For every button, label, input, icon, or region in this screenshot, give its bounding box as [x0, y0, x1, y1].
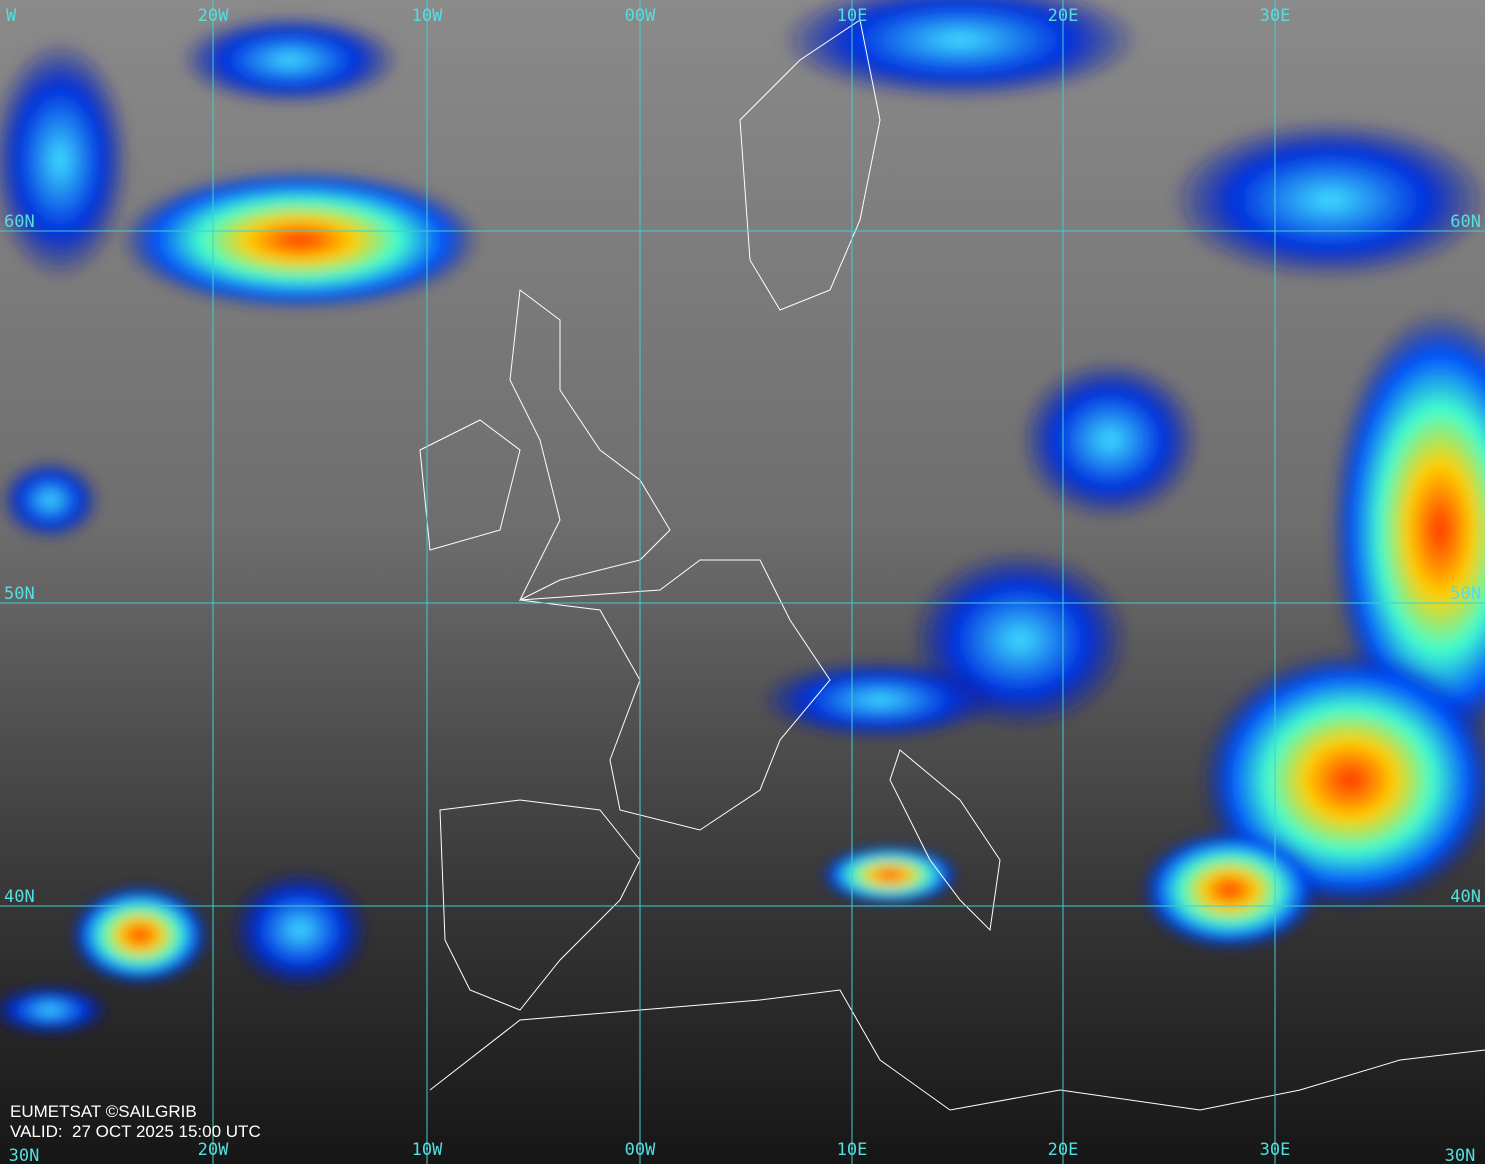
longitude-label: 10W [412, 6, 443, 26]
credit-source: EUMETSAT ©SAILGRIB [10, 1102, 197, 1121]
latitude-label: 60N [1450, 212, 1481, 232]
cloud [0, 460, 100, 540]
longitude-label: 30E [1260, 6, 1291, 26]
longitude-label: 10E [837, 1140, 868, 1160]
latitude-label: 60N [4, 212, 35, 232]
longitude-label: 20E [1048, 1140, 1079, 1160]
coastline [429, 989, 1485, 1111]
cloud [1020, 360, 1200, 520]
longitude-label: 30N [9, 1146, 40, 1164]
longitude-label: 30E [1260, 1140, 1291, 1160]
longitude-label: 00W [625, 6, 656, 26]
coastline [419, 419, 521, 551]
latitude-label: 40N [4, 887, 35, 907]
cloud [820, 845, 960, 905]
longitude-label: 30N [1445, 1146, 1476, 1164]
credit-valid: VALID: 27 OCT 2025 15:00 UTC [10, 1122, 261, 1141]
cloud [230, 870, 370, 990]
longitude-label: 20W [198, 1140, 229, 1160]
cloud [70, 885, 210, 985]
longitude-label: 10E [837, 6, 868, 26]
longitude-label: W [6, 6, 17, 26]
cloud [760, 660, 1000, 740]
latitude-label: 40N [1450, 887, 1481, 907]
latitude-label: 50N [4, 584, 35, 604]
coastline [739, 19, 881, 311]
cloud [180, 15, 400, 105]
cloud-tops [0, 0, 1485, 1035]
cloud [1330, 310, 1485, 750]
cloud [0, 40, 130, 280]
longitude-label: 20E [1048, 6, 1079, 26]
cloud [0, 985, 110, 1035]
cloud [1140, 830, 1320, 950]
coastline [439, 799, 641, 1011]
longitude-label: 00W [625, 1140, 656, 1160]
cloud [120, 170, 480, 310]
cloud [780, 0, 1140, 100]
coastline [889, 749, 1001, 932]
longitude-label: 10W [412, 1140, 443, 1160]
cloud [1170, 120, 1485, 280]
latitude-label: 50N [1450, 584, 1481, 604]
longitude-label: 20W [198, 6, 229, 26]
coastline [519, 559, 831, 831]
